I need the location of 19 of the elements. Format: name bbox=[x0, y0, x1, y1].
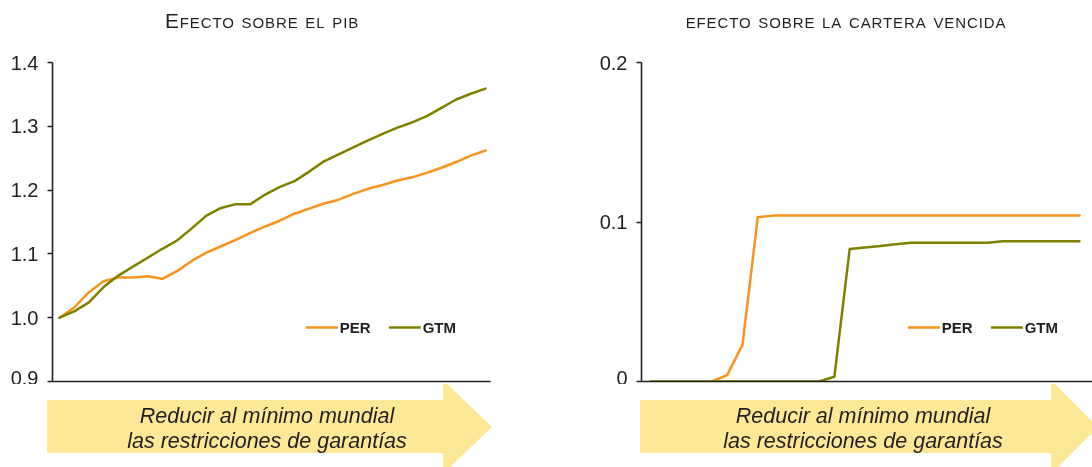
y-tick-label: 0.9 bbox=[10, 366, 39, 389]
legend-label: PER bbox=[941, 318, 973, 336]
chart-title: Efecto sobre el pib bbox=[164, 8, 360, 34]
y-tick-label: 1.2 bbox=[10, 179, 39, 202]
line-series bbox=[58, 87, 487, 319]
y-tick-label: 1.1 bbox=[10, 242, 39, 265]
text: Reducir al mínimo mundial las restricciones de garantías bbox=[127, 404, 407, 454]
chart-title: efecto sobre la cartera vencida bbox=[685, 8, 1007, 34]
y-tick-label: 0.1 bbox=[599, 211, 628, 233]
y-tick-label: 1.4 bbox=[10, 51, 39, 74]
y-tick-label: 0 bbox=[616, 366, 628, 389]
legend-label: GTM bbox=[422, 318, 456, 336]
text: Reducir al mínimo mundial las restricciones de garantías bbox=[723, 404, 1003, 454]
y-tick-label: 1.0 bbox=[10, 306, 39, 329]
line-series bbox=[649, 239, 1081, 382]
y-tick-label: 0.2 bbox=[599, 51, 628, 74]
y-tick-label: 1.3 bbox=[10, 115, 39, 138]
legend-label: GTM bbox=[1024, 318, 1058, 336]
legend-label: PER bbox=[339, 318, 371, 336]
